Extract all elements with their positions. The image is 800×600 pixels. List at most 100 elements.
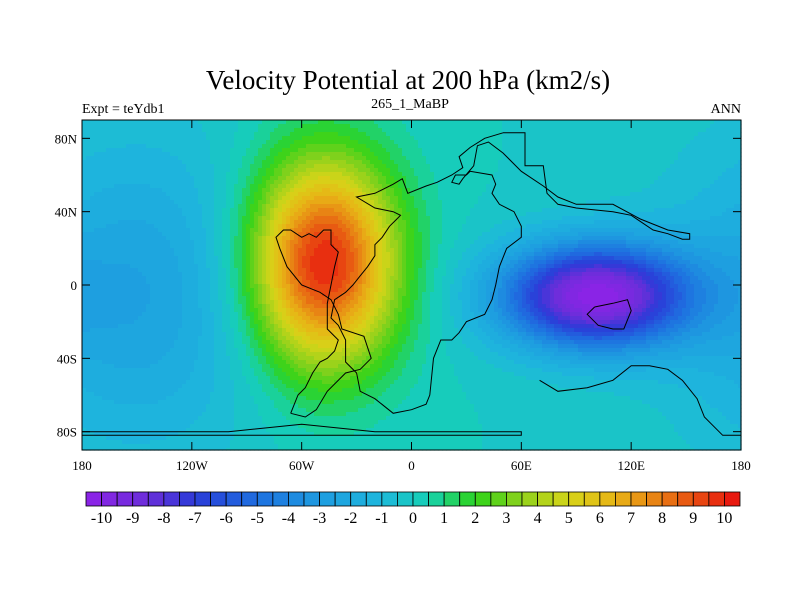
field-cell — [390, 156, 395, 161]
field-cell — [458, 192, 463, 197]
field-cell — [658, 160, 663, 165]
field-cell — [374, 200, 379, 205]
field-cell — [222, 132, 227, 137]
field-cell — [578, 164, 583, 169]
field-cell — [410, 132, 415, 137]
field-cell — [238, 144, 243, 149]
field-cell — [262, 196, 267, 201]
field-cell — [514, 168, 519, 173]
field-cell — [626, 204, 631, 209]
field-cell — [190, 228, 195, 233]
field-cell — [518, 184, 523, 189]
field-cell — [630, 196, 635, 201]
field-cell — [218, 144, 223, 149]
field-cell — [722, 184, 727, 189]
field-cell — [494, 152, 499, 157]
field-cell — [534, 172, 539, 177]
field-cell — [142, 144, 147, 149]
field-cell — [678, 124, 683, 129]
field-cell — [334, 168, 339, 173]
field-cell — [666, 192, 671, 197]
field-cell — [542, 144, 547, 149]
field-cell — [382, 176, 387, 181]
field-cell — [150, 188, 155, 193]
field-cell — [534, 132, 539, 137]
field-cell — [130, 212, 135, 217]
field-cell — [674, 148, 679, 153]
field-cell — [270, 160, 275, 165]
field-cell — [326, 184, 331, 189]
field-cell — [154, 208, 159, 213]
field-cell — [674, 232, 679, 237]
field-cell — [422, 232, 427, 237]
field-cell — [662, 180, 667, 185]
field-cell — [450, 144, 455, 149]
field-cell — [506, 132, 511, 137]
field-cell — [614, 188, 619, 193]
field-cell — [458, 220, 463, 225]
field-cell — [210, 148, 215, 153]
field-cell — [698, 188, 703, 193]
field-cell — [594, 124, 599, 129]
field-cell — [734, 164, 739, 169]
field-cell — [642, 120, 647, 125]
field-cell — [554, 136, 559, 141]
field-cell — [706, 220, 711, 225]
field-cell — [238, 208, 243, 213]
field-cell — [514, 140, 519, 145]
field-cell — [330, 144, 335, 149]
field-cell — [298, 232, 303, 237]
field-cell — [642, 228, 647, 233]
field-cell — [182, 180, 187, 185]
field-cell — [250, 236, 255, 241]
field-cell — [378, 216, 383, 221]
field-cell — [126, 196, 131, 201]
field-cell — [618, 232, 623, 237]
field-cell — [450, 140, 455, 145]
field-cell — [442, 236, 447, 241]
field-cell — [290, 148, 295, 153]
field-cell — [514, 220, 519, 225]
field-cell — [206, 140, 211, 145]
field-cell — [606, 148, 611, 153]
field-cell — [694, 132, 699, 137]
field-cell — [686, 228, 691, 233]
field-cell — [110, 216, 115, 221]
field-cell — [506, 212, 511, 217]
field-cell — [90, 140, 95, 145]
field-cell — [718, 172, 723, 177]
field-cell — [494, 176, 499, 181]
field-cell — [442, 148, 447, 153]
field-cell — [174, 236, 179, 241]
field-cell — [662, 176, 667, 181]
field-cell — [266, 140, 271, 145]
field-cell — [690, 132, 695, 137]
field-cell — [270, 188, 275, 193]
field-cell — [702, 216, 707, 221]
field-cell — [350, 128, 355, 133]
field-cell — [170, 132, 175, 137]
field-cell — [414, 148, 419, 153]
field-cell — [142, 232, 147, 237]
field-cell — [498, 212, 503, 217]
field-cell — [706, 128, 711, 133]
field-cell — [610, 168, 615, 173]
field-cell — [446, 204, 451, 209]
field-cell — [122, 160, 127, 165]
field-cell — [486, 160, 491, 165]
field-cell — [194, 196, 199, 201]
field-cell — [518, 140, 523, 145]
field-cell — [702, 160, 707, 165]
field-cell — [86, 236, 91, 241]
field-cell — [150, 144, 155, 149]
field-cell — [210, 156, 215, 161]
field-cell — [226, 204, 231, 209]
field-cell — [618, 200, 623, 205]
field-cell — [526, 228, 531, 233]
field-cell — [198, 140, 203, 145]
field-cell — [254, 240, 259, 245]
field-cell — [154, 160, 159, 165]
field-cell — [538, 216, 543, 221]
field-cell — [366, 144, 371, 149]
field-cell — [366, 168, 371, 173]
